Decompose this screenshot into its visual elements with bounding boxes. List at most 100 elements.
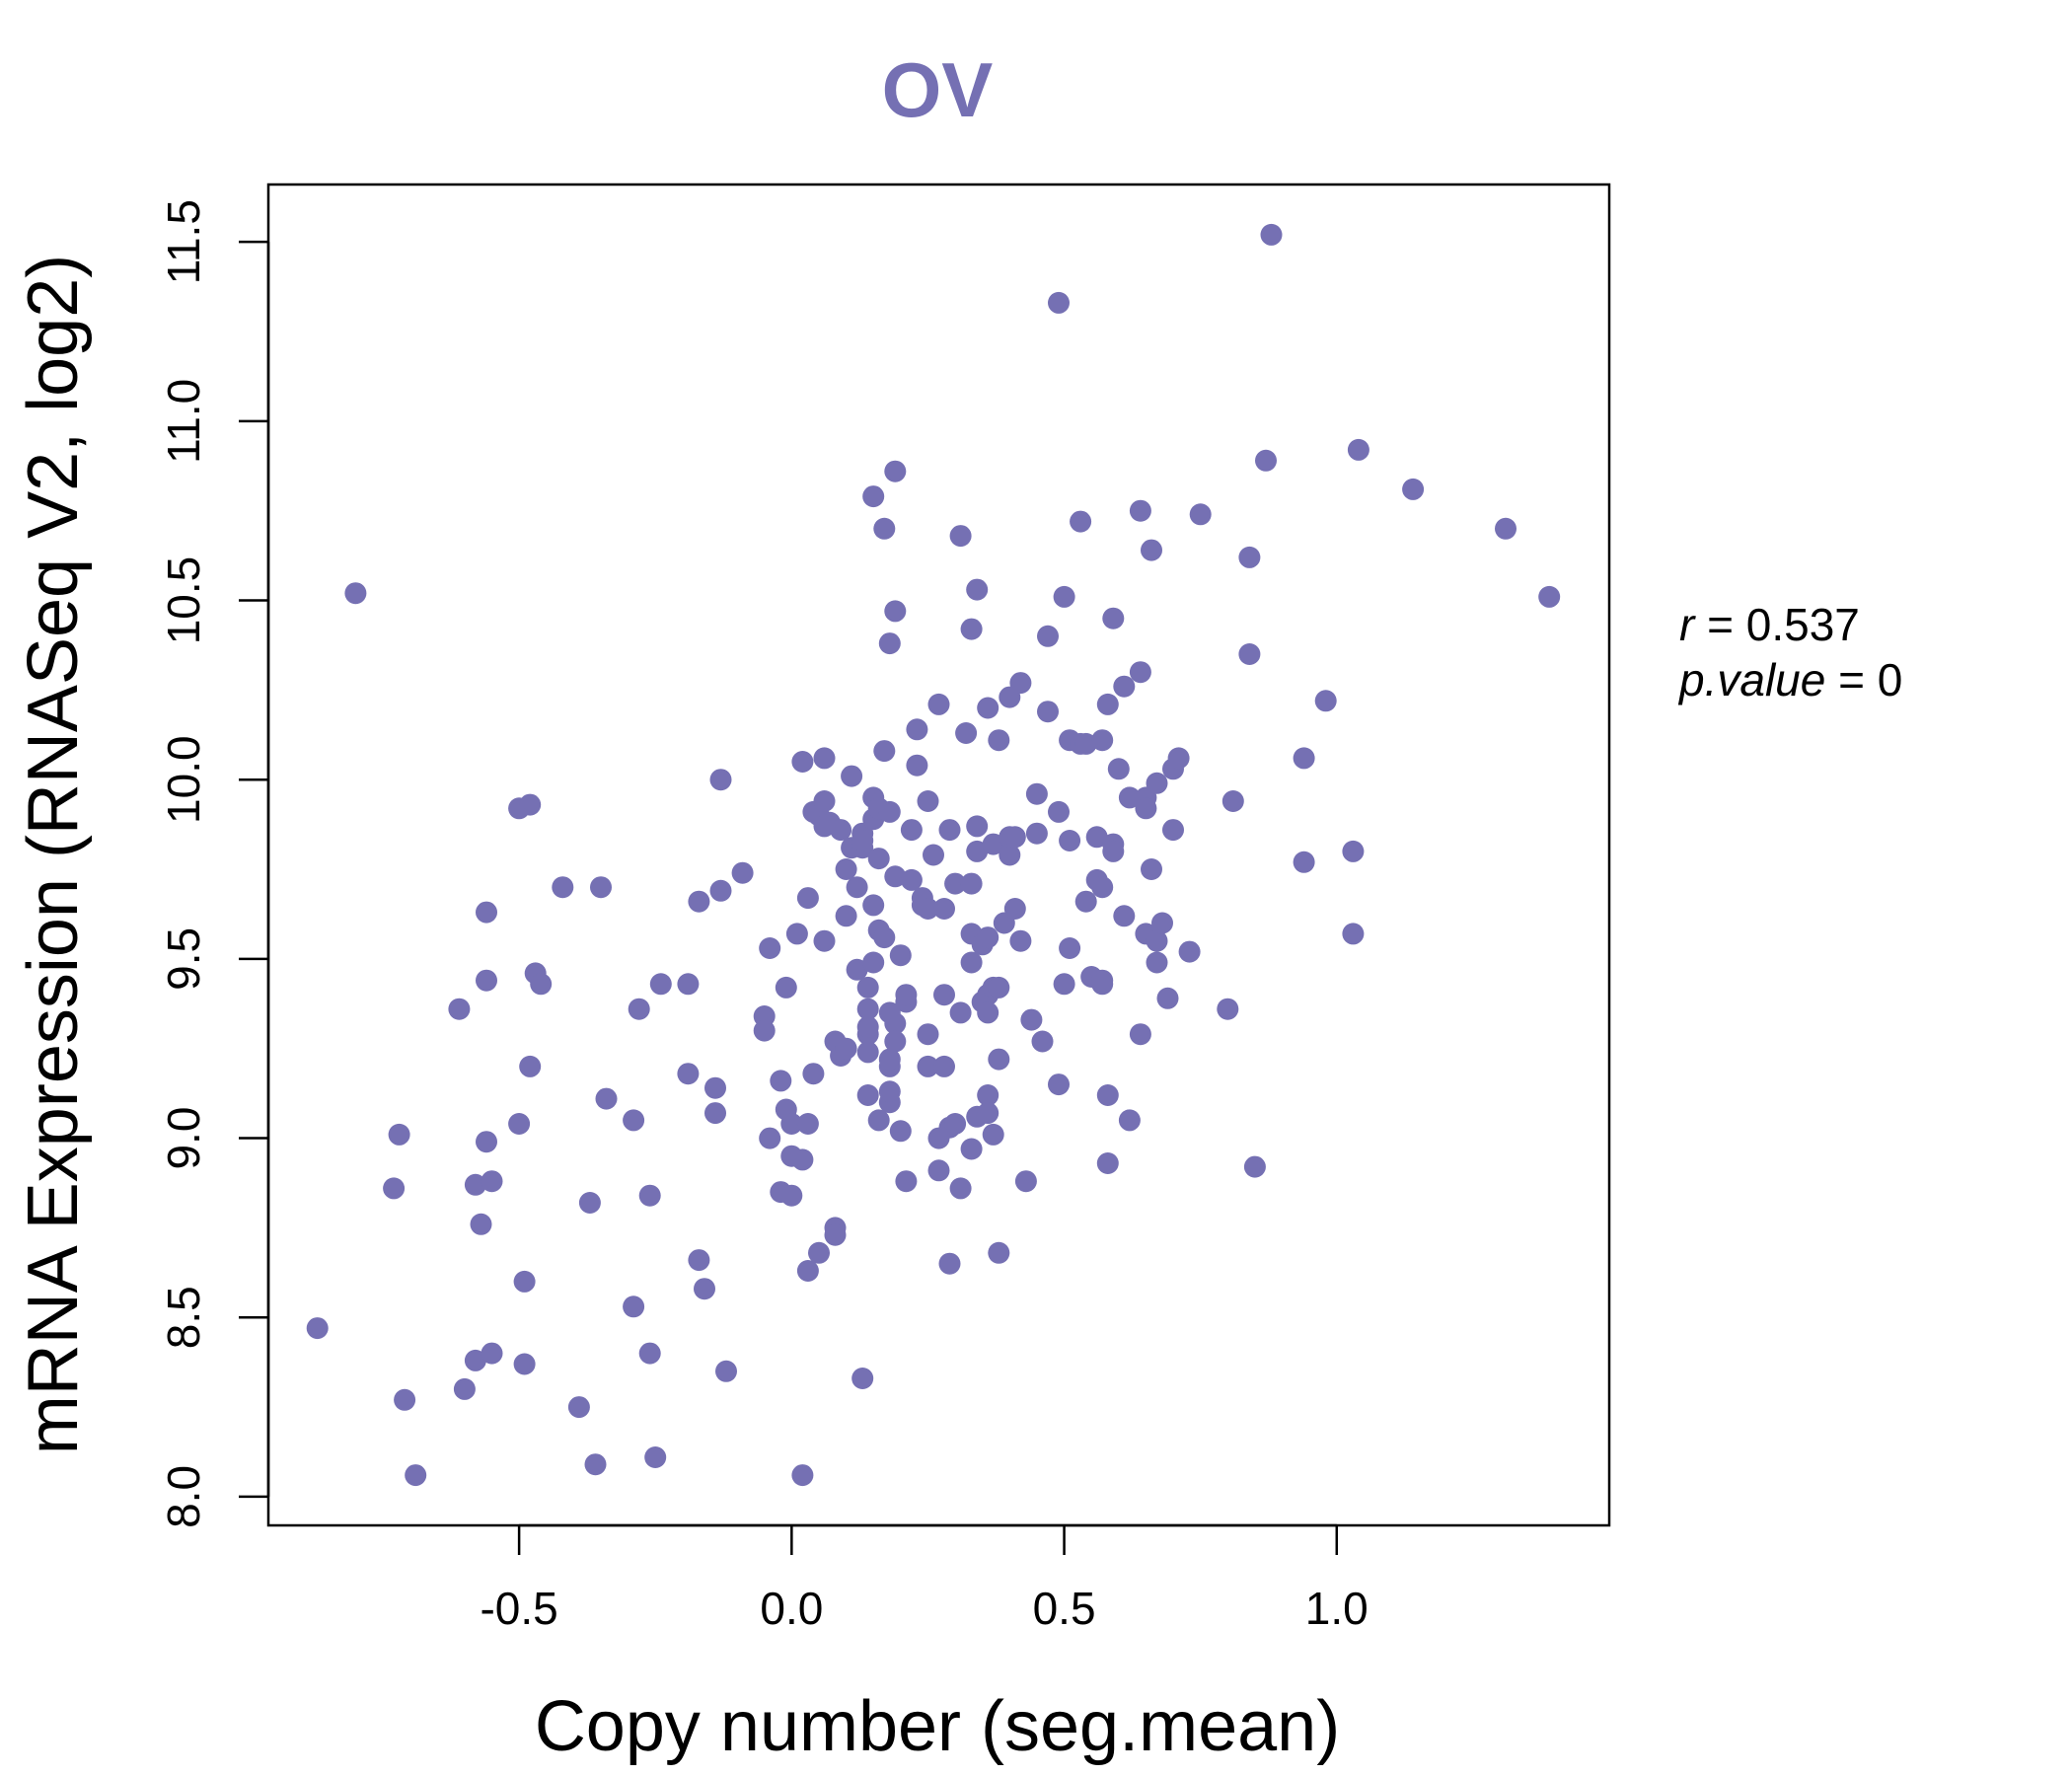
data-point: [1189, 503, 1212, 526]
data-point: [1053, 585, 1075, 608]
data-point: [448, 998, 471, 1020]
data-point: [405, 1464, 427, 1487]
data-point: [649, 973, 672, 996]
data-point: [1167, 747, 1190, 770]
data-point: [867, 1109, 890, 1132]
data-point: [938, 1252, 961, 1275]
data-point: [785, 923, 808, 945]
data-point: [759, 937, 781, 959]
data-point: [1031, 1030, 1054, 1053]
data-point: [578, 1192, 601, 1214]
data-point: [688, 1249, 710, 1272]
data-point: [1003, 826, 1026, 849]
data-point: [1538, 585, 1561, 608]
data-point: [1074, 890, 1097, 913]
data-point: [715, 1360, 737, 1382]
data-point: [1074, 732, 1097, 755]
data-point: [906, 718, 928, 741]
data-point: [1129, 499, 1151, 522]
data-point: [623, 1295, 645, 1318]
data-point: [856, 976, 879, 999]
data-point: [856, 998, 879, 1020]
data-point: [1096, 693, 1119, 715]
data-point: [917, 1055, 939, 1077]
data-point: [856, 1041, 879, 1064]
data-point: [1113, 905, 1136, 927]
x-axis-title: Copy number (seg.mean): [535, 1687, 1340, 1766]
data-point: [873, 926, 896, 949]
data-point: [988, 976, 1010, 999]
data-point: [878, 632, 901, 655]
data-point: [813, 747, 836, 770]
data-point: [1048, 291, 1070, 314]
data-point: [791, 1464, 814, 1487]
data-point: [856, 1015, 879, 1038]
y-tick-label: 8.5: [158, 1286, 209, 1349]
x-tick-label: -0.5: [480, 1583, 557, 1634]
data-point: [513, 1353, 536, 1375]
data-point: [1025, 822, 1048, 845]
data-point: [988, 729, 1010, 752]
data-point: [508, 1113, 531, 1135]
data-point: [960, 951, 983, 974]
data-point: [917, 1023, 939, 1046]
data-point: [1146, 772, 1168, 794]
data-point: [1096, 1084, 1119, 1106]
y-tick-label: 11.0: [158, 379, 209, 464]
x-tick-label: 0.5: [1033, 1583, 1096, 1634]
data-point: [933, 898, 955, 920]
y-tick-label: 8.0: [158, 1465, 209, 1528]
data-point: [846, 876, 868, 899]
data-point: [1107, 758, 1130, 780]
data-point: [841, 765, 863, 787]
data-point: [900, 819, 923, 842]
data-point: [759, 1127, 781, 1149]
data-point: [481, 1170, 503, 1193]
y-tick-label: 9.0: [158, 1107, 209, 1170]
data-point: [813, 790, 836, 812]
data-point: [780, 1184, 803, 1207]
data-point: [1025, 782, 1048, 805]
data-point: [1091, 729, 1114, 752]
data-point: [704, 1102, 726, 1125]
data-point: [470, 1213, 492, 1235]
data-point: [977, 1001, 999, 1024]
data-point: [933, 984, 955, 1006]
data-point: [878, 1048, 901, 1071]
data-point: [1085, 826, 1108, 849]
data-point: [977, 926, 999, 949]
data-point: [1003, 898, 1026, 920]
data-point: [344, 582, 367, 605]
data-point: [802, 1063, 825, 1085]
data-point: [895, 984, 918, 1006]
data-point: [977, 697, 999, 719]
data-point: [1146, 951, 1168, 974]
y-tick-label: 9.5: [158, 927, 209, 991]
data-point: [1162, 819, 1184, 842]
data-point: [884, 460, 907, 482]
data-point: [856, 1084, 879, 1106]
data-point: [1314, 690, 1337, 712]
data-point: [966, 578, 989, 601]
data-point: [481, 1342, 503, 1365]
data-point: [770, 1070, 792, 1092]
data-point: [791, 751, 814, 773]
data-point: [1048, 800, 1070, 823]
data-point: [927, 693, 950, 715]
data-point: [949, 1177, 972, 1200]
data-point: [933, 1055, 955, 1077]
data-point: [1146, 929, 1168, 952]
x-tick-label: 1.0: [1305, 1583, 1369, 1634]
data-point: [1070, 510, 1092, 533]
data-point: [1014, 1170, 1037, 1193]
data-point: [1037, 701, 1059, 723]
data-point: [623, 1109, 645, 1132]
data-point: [1151, 912, 1173, 934]
data-point: [1342, 840, 1365, 862]
data-point: [1118, 1109, 1141, 1132]
data-point: [923, 844, 944, 866]
data-point: [977, 1102, 999, 1125]
data-point: [464, 1173, 486, 1196]
data-point: [808, 1241, 830, 1264]
